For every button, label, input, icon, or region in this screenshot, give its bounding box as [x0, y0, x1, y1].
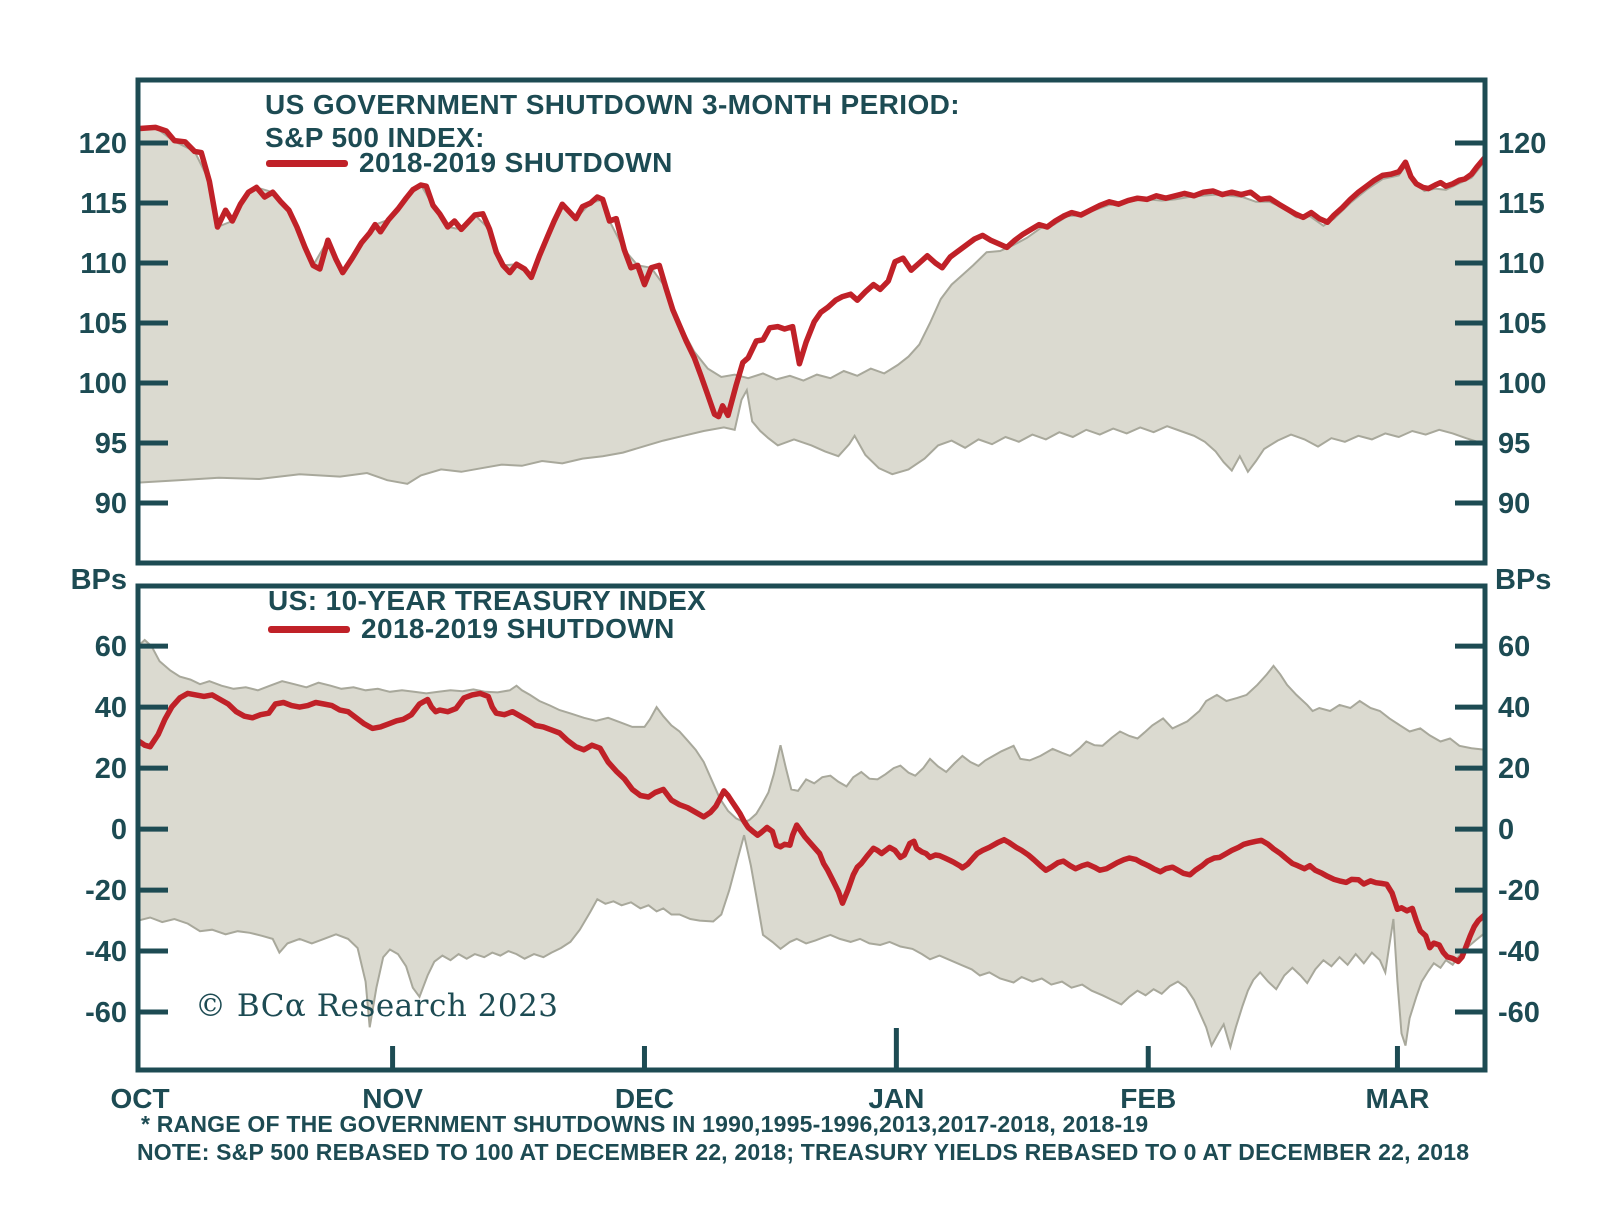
sp500-shutdown-range-band: [138, 126, 1485, 485]
y-tick-label: -60: [85, 997, 127, 1029]
y-tick-label: 120: [79, 128, 127, 160]
y-tick-label: 40: [95, 692, 127, 724]
y-tick-label: 115: [1498, 188, 1545, 220]
y-tick-label: 90: [95, 488, 127, 520]
month-label-feb: FEB: [1120, 1083, 1176, 1114]
y-tick-label: -60: [1498, 997, 1540, 1029]
top-chart-legend: 2018-2019 SHUTDOWN: [266, 146, 673, 179]
treasury-2018-2019-line: [138, 690, 1485, 965]
y-tick-label: 110: [80, 248, 127, 280]
month-label-oct: OCT: [110, 1083, 169, 1114]
month-label-jan: JAN: [868, 1083, 924, 1114]
y-tick-label: 105: [1498, 308, 1546, 340]
y-tick-label: 105: [79, 308, 127, 340]
y-tick-label: -40: [85, 936, 127, 968]
y-tick-label: -20: [1498, 875, 1540, 907]
top-chart-title-line2: S&P 500 INDEX:: [265, 122, 485, 153]
y-tick-label: 100: [1498, 368, 1546, 400]
y-tick-label: 60: [1498, 631, 1530, 663]
top-chart-legend-label: 2018-2019 SHUTDOWN: [359, 147, 673, 178]
month-label-mar: MAR: [1366, 1083, 1430, 1114]
red-line-swatch: [268, 626, 350, 633]
y-tick-label: 115: [80, 188, 127, 220]
y-tick-label: 90: [1498, 488, 1530, 520]
y-tick-label: 60: [95, 631, 127, 663]
top-chart-title-line1: US GOVERNMENT SHUTDOWN 3-MONTH PERIOD:: [265, 89, 960, 120]
y-tick-label: 95: [95, 428, 127, 460]
footnote-rebase: NOTE: S&P 500 REBASED TO 100 AT DECEMBER…: [137, 1139, 1470, 1165]
bottom-chart-title: US: 10-YEAR TREASURY INDEX: [268, 585, 707, 616]
sp500-plot: 120 120 115 115 110 110 105 105 100 100 95 95 90 90: [79, 77, 1546, 566]
y-tick-label: 0: [111, 814, 127, 846]
y-tick-label: 20: [95, 753, 127, 785]
y-tick-label: -40: [1498, 936, 1540, 968]
footnote-range: * RANGE OF THE GOVERNMENT SHUTDOWNS IN 1…: [141, 1111, 1149, 1137]
y-tick-label: 20: [1498, 753, 1530, 785]
sp500-2018-2019-line: [138, 124, 1485, 420]
bottom-chart-legend-label: 2018-2019 SHUTDOWN: [361, 613, 675, 644]
red-line-swatch: [266, 160, 348, 167]
y-tick-label: 0: [1498, 814, 1514, 846]
y-tick-label: 40: [1498, 692, 1530, 724]
y-axis-unit-label: BPs: [71, 564, 127, 596]
bottom-chart-legend: 2018-2019 SHUTDOWN: [268, 612, 675, 645]
month-label-dec: DEC: [615, 1083, 674, 1114]
y-tick-label: 95: [1498, 428, 1530, 460]
y-axis-unit-label: BPs: [1495, 564, 1551, 596]
y-tick-label: 110: [1498, 248, 1545, 280]
treasury-plot: 60 60 40 40 20 20 0 0 -20 -20 -40 -40 -60 -60 BPs BPs: [71, 564, 1551, 1073]
bca-research-copyright: © BCα Research 2023: [195, 988, 559, 1024]
month-label-nov: NOV: [362, 1083, 423, 1114]
y-tick-label: 120: [1498, 128, 1546, 160]
y-tick-label: -20: [85, 875, 127, 907]
y-tick-label: 100: [79, 368, 127, 400]
